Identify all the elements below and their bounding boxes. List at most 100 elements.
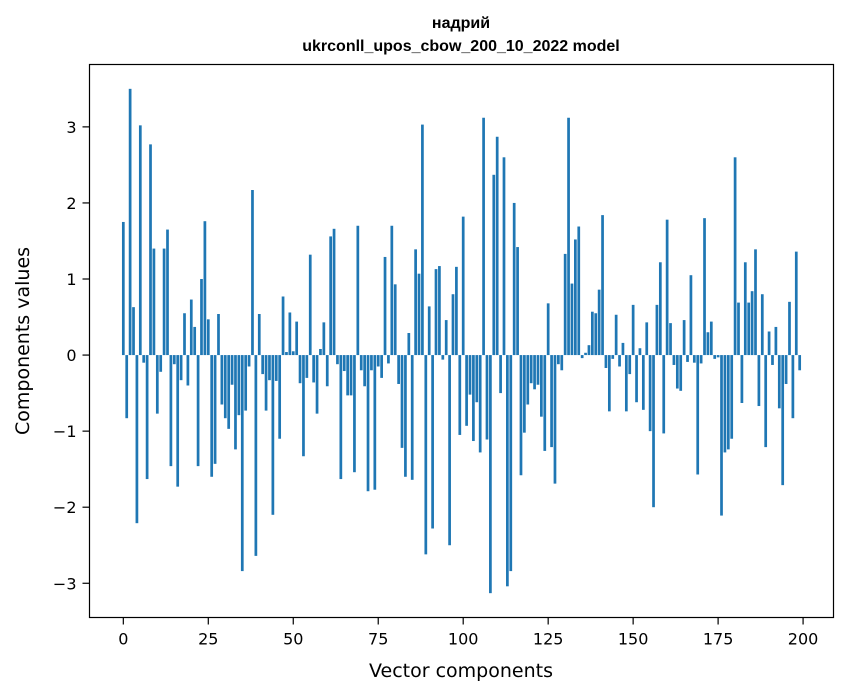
bar-component-97 xyxy=(451,294,455,356)
bar-component-112 xyxy=(502,157,506,356)
bar-component-136 xyxy=(584,352,587,356)
bar-component-90 xyxy=(427,306,431,356)
bar-component-77 xyxy=(383,256,387,356)
bar-component-165 xyxy=(682,320,686,356)
bar-component-194 xyxy=(781,355,785,486)
bar-component-98 xyxy=(455,266,458,356)
bar-component-164 xyxy=(679,355,683,391)
bar-component-149 xyxy=(628,355,632,375)
bar-component-144 xyxy=(611,355,615,359)
bar-component-166 xyxy=(686,355,689,362)
bar-component-62 xyxy=(332,228,336,356)
bar-component-58 xyxy=(319,348,322,356)
bar-component-3 xyxy=(132,307,135,356)
bar-component-85 xyxy=(410,355,414,480)
bar-component-57 xyxy=(315,355,319,414)
bar-component-93 xyxy=(438,266,441,356)
bar-component-123 xyxy=(540,355,543,417)
bar-component-11 xyxy=(159,355,163,372)
bar-component-27 xyxy=(213,355,217,464)
bar-component-60 xyxy=(325,355,329,387)
bar-component-48 xyxy=(285,352,288,356)
bar-component-107 xyxy=(485,355,489,440)
bar-component-151 xyxy=(635,355,638,403)
bar-component-168 xyxy=(692,355,696,363)
x-tick-label: 100 xyxy=(448,630,479,649)
bar-component-17 xyxy=(179,355,183,381)
bar-component-49 xyxy=(288,312,292,356)
bar-component-140 xyxy=(597,289,601,356)
bar-component-142 xyxy=(604,355,608,368)
bar-component-105 xyxy=(478,355,482,453)
bar-component-143 xyxy=(607,355,611,412)
bar-component-115 xyxy=(512,202,516,356)
bar-component-31 xyxy=(227,355,231,429)
bar-component-109 xyxy=(492,174,496,356)
bar-component-114 xyxy=(509,355,513,572)
bar-component-41 xyxy=(261,355,265,375)
bar-component-158 xyxy=(658,262,662,356)
bar-component-89 xyxy=(424,355,428,555)
bar-component-88 xyxy=(421,124,424,356)
bar-component-170 xyxy=(699,355,703,364)
bar-component-190 xyxy=(767,331,771,356)
bar-component-125 xyxy=(546,303,550,356)
bar-component-45 xyxy=(274,355,278,381)
y-tick-label: −3 xyxy=(53,574,77,593)
y-tick-label: 1 xyxy=(66,270,76,289)
bar-component-86 xyxy=(414,249,417,356)
bar-component-154 xyxy=(645,322,649,356)
bar-component-9 xyxy=(152,248,156,356)
bar-component-172 xyxy=(706,332,710,356)
bar-component-100 xyxy=(461,216,465,356)
bar-component-119 xyxy=(526,355,530,405)
bar-component-161 xyxy=(669,323,672,356)
bar-component-156 xyxy=(652,355,655,508)
bar-component-153 xyxy=(641,355,645,410)
bar-component-124 xyxy=(543,355,547,451)
bar-component-1 xyxy=(125,355,129,419)
x-tick-label: 25 xyxy=(198,630,218,649)
chart-subtitle: ukrconll_upos_cbow_200_10_2022 model xyxy=(302,38,619,55)
bar-component-113 xyxy=(506,355,509,587)
bar-component-108 xyxy=(489,355,492,594)
bar-component-37 xyxy=(247,355,251,367)
bar-component-193 xyxy=(777,355,781,409)
bar-component-128 xyxy=(557,355,560,365)
bar-component-38 xyxy=(251,190,254,356)
bar-component-19 xyxy=(186,355,190,386)
bar-component-188 xyxy=(760,294,764,356)
bar-component-132 xyxy=(570,283,574,356)
bar-component-130 xyxy=(563,253,567,356)
bar-component-150 xyxy=(631,304,635,356)
bar-component-169 xyxy=(696,355,700,475)
x-tick-label: 200 xyxy=(788,630,819,649)
bar-component-71 xyxy=(363,355,366,387)
bar-component-76 xyxy=(380,355,383,378)
x-tick-label: 75 xyxy=(368,630,388,649)
bar-component-138 xyxy=(590,311,594,356)
y-tick-label: −2 xyxy=(53,498,77,517)
bar-component-83 xyxy=(404,355,407,477)
bar-component-14 xyxy=(169,355,173,467)
bar-component-163 xyxy=(675,355,679,389)
bar-component-4 xyxy=(135,355,139,524)
bar-component-22 xyxy=(196,355,200,467)
bar-component-7 xyxy=(145,355,149,480)
bar-component-171 xyxy=(703,218,706,356)
bar-component-159 xyxy=(662,355,666,434)
bar-component-197 xyxy=(791,355,795,419)
bar-component-146 xyxy=(618,355,621,367)
bar-component-106 xyxy=(482,117,485,356)
bar-component-21 xyxy=(193,326,197,356)
bar-component-118 xyxy=(523,355,526,433)
bar-component-129 xyxy=(560,355,564,371)
bar-component-185 xyxy=(750,291,754,356)
bar-component-68 xyxy=(353,355,356,473)
bar-component-145 xyxy=(614,314,618,356)
bar-component-155 xyxy=(648,355,652,432)
bar-component-117 xyxy=(519,355,523,476)
bar-component-69 xyxy=(356,225,360,356)
bar-component-56 xyxy=(312,355,316,383)
